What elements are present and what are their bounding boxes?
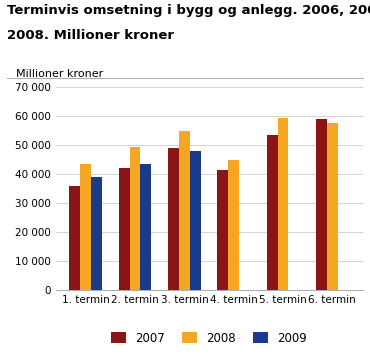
Text: Millioner kroner: Millioner kroner bbox=[16, 69, 103, 79]
Text: Terminvis omsetning i bygg og anlegg. 2006, 2007 og: Terminvis omsetning i bygg og anlegg. 20… bbox=[7, 4, 370, 17]
Bar bbox=[80, 164, 91, 290]
Bar bbox=[267, 135, 278, 290]
Bar bbox=[70, 186, 80, 290]
Bar bbox=[119, 168, 130, 290]
Bar bbox=[168, 148, 179, 290]
Bar bbox=[327, 123, 338, 290]
Bar bbox=[218, 170, 228, 290]
Bar bbox=[316, 119, 327, 290]
Bar bbox=[91, 177, 102, 290]
Bar bbox=[278, 118, 289, 290]
Legend: 2007, 2008, 2009: 2007, 2008, 2009 bbox=[107, 327, 312, 349]
Bar bbox=[130, 147, 141, 290]
Bar bbox=[179, 131, 190, 290]
Bar bbox=[190, 151, 201, 290]
Text: 2008. Millioner kroner: 2008. Millioner kroner bbox=[7, 29, 174, 42]
Bar bbox=[228, 160, 239, 290]
Bar bbox=[141, 164, 151, 290]
